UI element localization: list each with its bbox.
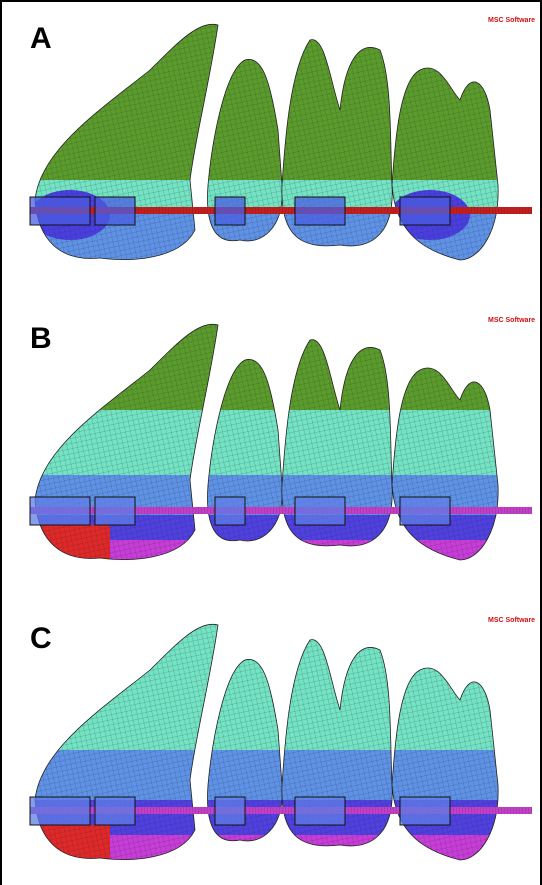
bracket	[30, 797, 90, 825]
panel-label: C	[30, 622, 52, 655]
bracket	[400, 797, 450, 825]
bracket	[215, 497, 245, 525]
logo: MSC Software	[488, 17, 535, 24]
bracket	[400, 197, 450, 225]
bracket	[400, 497, 450, 525]
panel: B MSC Software	[0, 300, 542, 590]
bracket	[30, 497, 90, 525]
bracket	[30, 197, 90, 225]
logo: MSC Software	[488, 617, 535, 624]
panel-label: A	[30, 22, 52, 55]
bracket	[215, 197, 245, 225]
logo: MSC Software	[488, 317, 535, 324]
bracket	[295, 197, 345, 225]
figure: A MSC Software B MSC Software C MSC Software	[0, 0, 542, 885]
bracket	[95, 197, 135, 225]
panel: C MSC Software	[0, 600, 542, 885]
bracket	[95, 497, 135, 525]
panel-label: B	[30, 322, 52, 355]
bracket	[295, 797, 345, 825]
panel: A MSC Software	[0, 0, 542, 290]
bracket	[295, 497, 345, 525]
bracket	[95, 797, 135, 825]
bracket	[215, 797, 245, 825]
